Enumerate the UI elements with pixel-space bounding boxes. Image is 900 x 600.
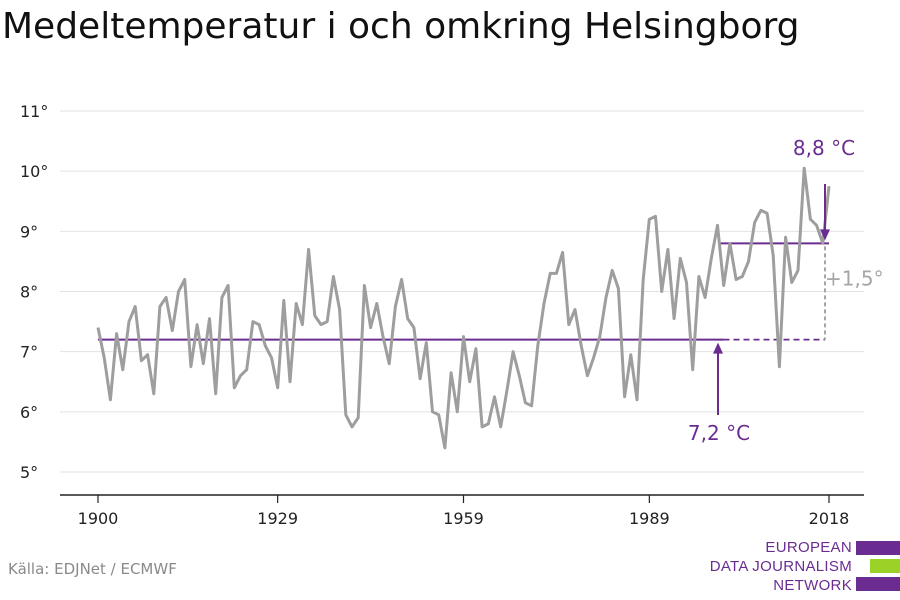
logo-bar-green	[870, 559, 900, 573]
x-tick-label: 2018	[809, 509, 850, 528]
y-axis: 5° 6° 7° 8° 9° 10° 11°	[20, 102, 48, 482]
label-recent-value: 8,8 °C	[793, 136, 855, 160]
x-tick-label: 1989	[629, 509, 670, 528]
y-tick-label: 8°	[20, 283, 38, 302]
x-tick-label: 1959	[443, 509, 484, 528]
x-tick-label: 1900	[78, 509, 119, 528]
edjnet-logo[interactable]: EUROPEAN DATA JOURNALISM NETWORK	[700, 538, 900, 596]
logo-line-1: EUROPEAN	[765, 539, 852, 556]
y-tick-label: 10°	[20, 162, 48, 181]
logo-line-3: NETWORK	[773, 577, 852, 594]
y-tick-label: 5°	[20, 463, 38, 482]
delta-label: +1,5°	[825, 266, 884, 290]
logo-bar-purple-top	[856, 541, 900, 555]
series-layer	[96, 166, 831, 450]
source-note: Källa: EDJNet / ECMWF	[8, 560, 177, 578]
arrow-baseline-head	[713, 342, 723, 354]
reference-lines	[98, 242, 829, 341]
chart-title: Medeltemperatur i och omkring Helsingbor…	[2, 6, 800, 47]
grid-lines	[60, 110, 864, 473]
x-axis: 1900 1929 1959 1989 2018	[60, 494, 864, 528]
series-line-temperature	[96, 166, 831, 450]
annotations: +1,5° 7,2 °C 8,8 °C	[688, 136, 884, 445]
logo-bar-purple-bottom	[856, 577, 900, 591]
y-tick-label: 6°	[20, 403, 38, 422]
x-tick-label: 1929	[257, 509, 298, 528]
y-tick-label: 7°	[20, 343, 38, 362]
logo-line-2: DATA JOURNALISM	[709, 558, 852, 575]
y-tick-label: 11°	[20, 102, 48, 121]
arrow-recent-head	[820, 229, 830, 241]
label-baseline-value: 7,2 °C	[688, 421, 750, 445]
y-tick-label: 9°	[20, 222, 38, 241]
